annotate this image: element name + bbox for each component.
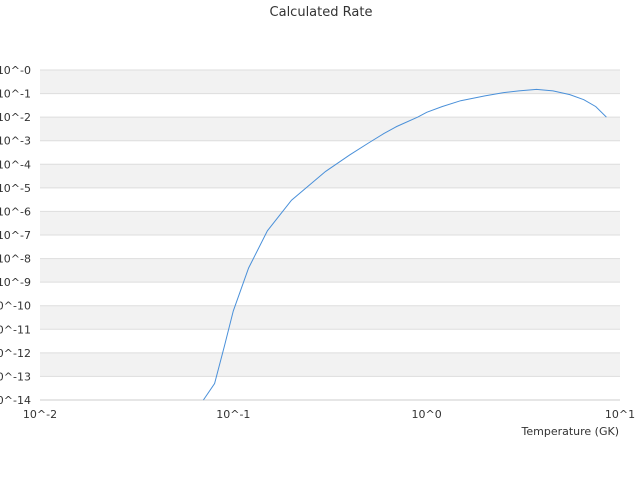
y-tick-label: 10^-9 <box>0 276 31 289</box>
grid-band <box>40 117 620 141</box>
grid-band <box>40 235 620 259</box>
y-tick-label: 10^-2 <box>0 111 31 124</box>
y-tick-label: 10^-10 <box>0 300 31 313</box>
grid-band <box>40 164 620 188</box>
grid-band <box>40 258 620 283</box>
x-tick-label: 10^-1 <box>216 408 250 421</box>
y-tick-label: 10^-7 <box>0 229 31 242</box>
grid-band <box>40 282 620 306</box>
y-tick-label: 10^-4 <box>0 158 31 171</box>
grid-band <box>40 376 620 400</box>
grid-band <box>40 211 620 235</box>
y-tick-label: 10^-5 <box>0 182 31 195</box>
chart-title: Calculated Rate <box>270 5 373 20</box>
grid-band <box>40 305 620 330</box>
y-tick-label: 10^-3 <box>0 135 31 148</box>
grid-band <box>40 352 620 377</box>
y-tick-label: 10^-0 <box>0 64 31 77</box>
grid-band <box>40 70 620 94</box>
y-tick-label: 10^-1 <box>0 88 31 101</box>
plot-bands <box>40 69 620 401</box>
x-tick-labels: 10^-2 10^-1 10^0 10^1 <box>23 408 635 421</box>
x-tick-label: 10^0 <box>412 408 442 421</box>
y-tick-label: 10^-6 <box>0 205 31 218</box>
y-tick-label: 10^-11 <box>0 323 31 336</box>
y-tick-label: 10^-13 <box>0 370 31 383</box>
grid-band <box>40 329 620 353</box>
x-tick-label: 10^-2 <box>23 408 57 421</box>
grid-band <box>40 93 620 118</box>
grid-band <box>40 140 620 165</box>
x-tick-label: 10^1 <box>605 408 635 421</box>
x-axis-title: Temperature (GK) <box>521 425 620 438</box>
series-line <box>202 88 607 401</box>
y-tick-label: 10^-12 <box>0 347 31 360</box>
y-tick-label: 10^-8 <box>0 253 31 266</box>
y-tick-label: 10^-14 <box>0 394 31 407</box>
y-tick-labels: 10^-0 10^-1 10^-2 10^-3 10^-4 10^-5 10^-6 10^-7… <box>0 64 31 407</box>
grid-band <box>40 187 620 212</box>
series-lines <box>202 88 607 401</box>
